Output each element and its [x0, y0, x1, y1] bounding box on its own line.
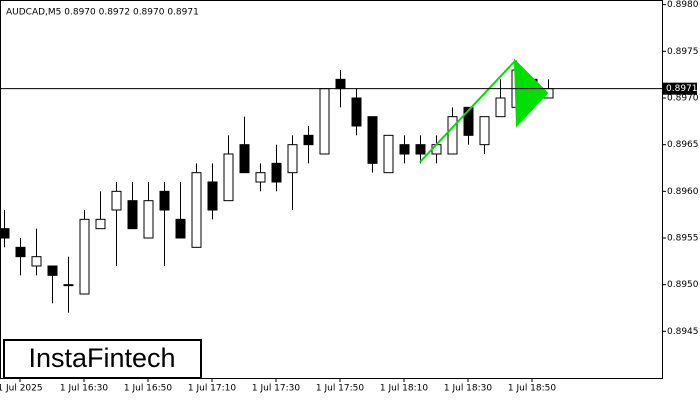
pattern-pole — [419, 60, 516, 163]
y-tick-label: 0.8965 — [667, 140, 699, 150]
candle-body — [207, 181, 218, 211]
x-tick-label: 1 Jul 17:50 — [316, 384, 365, 394]
last-price-box — [663, 82, 697, 95]
y-tick-label: 0.8945 — [667, 327, 699, 337]
candle-body — [255, 172, 266, 183]
x-tick-label: 1 Jul 16:30 — [60, 384, 109, 394]
y-tick-label: 0.8970 — [667, 94, 699, 104]
x-tick-label: 1 Jul 2025 — [0, 384, 43, 394]
y-tick-label: 0.8955 — [667, 234, 699, 244]
y-tick-label: 0.8960 — [667, 187, 699, 197]
candle-body — [159, 190, 170, 211]
last-price-label: 0.8971 — [666, 84, 698, 94]
candle-body — [175, 218, 186, 239]
candle-body — [15, 246, 26, 258]
candle-body — [335, 78, 346, 90]
x-tick-label: 1 Jul 18:10 — [380, 384, 429, 394]
candle-body — [447, 116, 458, 155]
candle-body — [303, 134, 314, 146]
candle-body — [127, 200, 138, 230]
candle-body — [111, 190, 122, 211]
y-tick-label: 0.8975 — [667, 47, 699, 57]
marks — [0, 60, 554, 313]
candle-body — [191, 172, 202, 248]
chart-title: AUDCAD,M5 0.8970 0.8972 0.8970 0.8971 — [6, 8, 199, 18]
candle-body — [239, 144, 250, 174]
pattern-pennant — [513, 58, 549, 128]
candle-body — [479, 116, 490, 146]
x-tick-label: 1 Jul 17:10 — [188, 384, 237, 394]
candle-body — [351, 97, 362, 127]
logo: InstaFintech — [28, 343, 175, 373]
x-tick-label: 1 Jul 16:50 — [124, 384, 173, 394]
candle-body — [63, 284, 74, 287]
x-tick-label: 1 Jul 18:50 — [508, 384, 557, 394]
candle-body — [319, 88, 330, 155]
candle-body — [271, 162, 282, 183]
x-tick-label: 1 Jul 17:30 — [252, 384, 301, 394]
candle-body — [95, 218, 106, 230]
logo-box — [3, 339, 202, 379]
y-tick-label: 0.8950 — [667, 280, 699, 290]
candle-body — [383, 134, 394, 174]
x-tick-label: 1 Jul 18:30 — [444, 384, 493, 394]
candle-body — [399, 144, 410, 155]
candle-body — [463, 106, 474, 136]
candle-body — [287, 144, 298, 174]
candle-body — [415, 144, 426, 155]
candle-body — [79, 218, 90, 295]
candle-body — [47, 265, 58, 276]
candle-body — [31, 256, 42, 267]
candle-body — [0, 228, 10, 239]
candle-body — [367, 116, 378, 164]
candle-body — [143, 200, 154, 239]
candle-body — [495, 97, 506, 118]
candle-body — [431, 144, 442, 155]
plot-area — [0, 0, 663, 379]
y-tick-label: 0.8980 — [667, 0, 699, 10]
candle-body — [223, 153, 234, 202]
